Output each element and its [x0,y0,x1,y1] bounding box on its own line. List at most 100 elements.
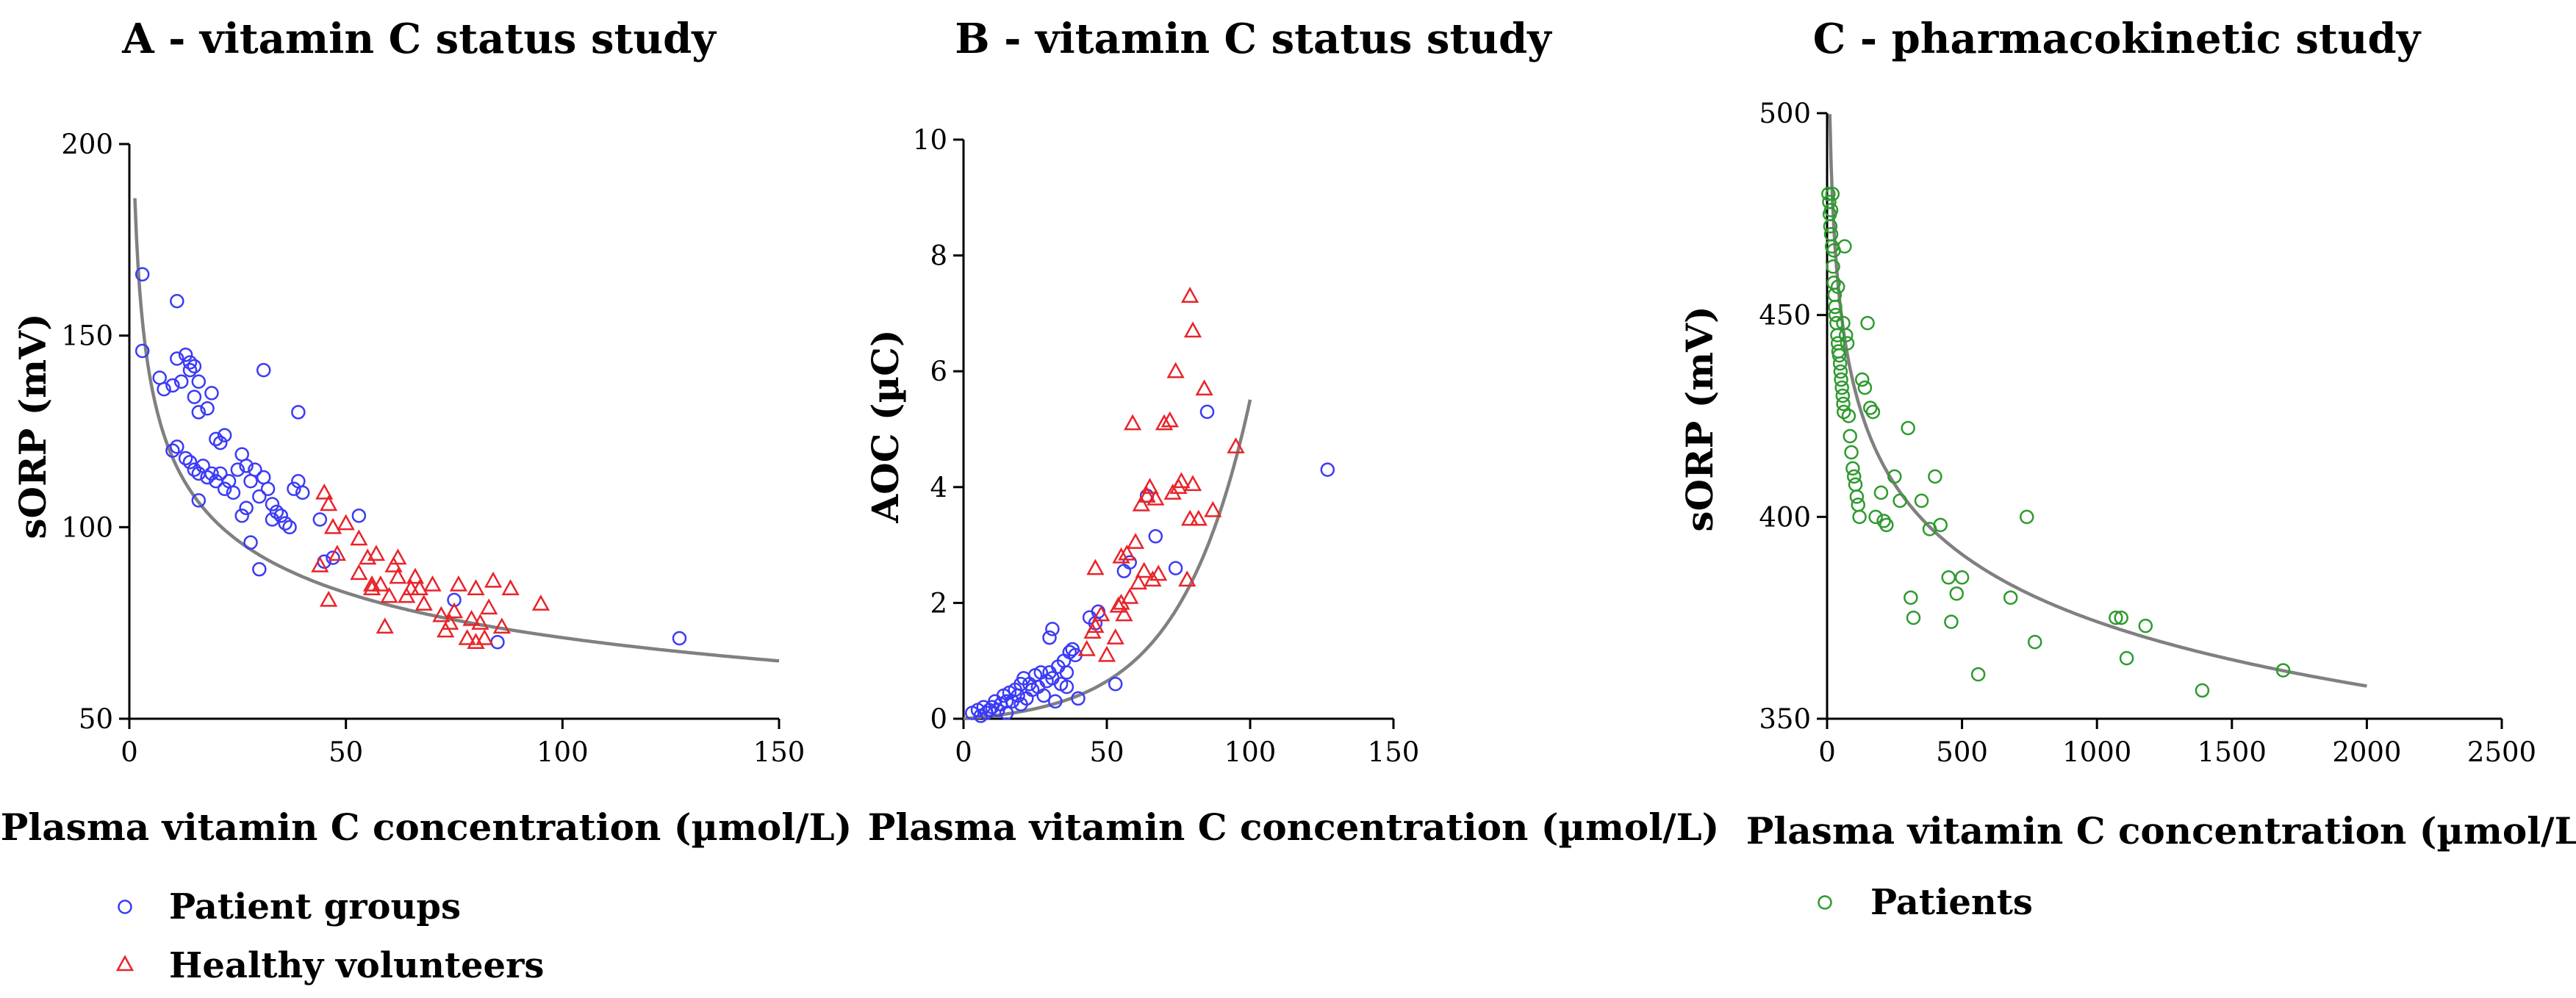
data-point [471,614,489,630]
data-point [134,267,150,282]
x-tick-label: 0 [1818,736,1836,768]
data-point [1825,187,1840,201]
x-tick-label: 100 [537,736,589,768]
fit-curve [1828,114,2367,688]
data-point [531,595,550,611]
data-point [1195,379,1213,396]
x-tick-label: 2000 [2332,736,2401,768]
data-point [398,586,416,603]
data-point [1906,610,1921,625]
data-point [1843,428,1857,444]
data-point [191,374,207,389]
legend-item-patient-groups: Patient groups [118,886,461,927]
legend-marker-triangle [115,955,134,972]
data-point [371,575,390,592]
data-point [672,631,687,646]
data-point [1901,420,1915,436]
data-point [1848,477,1863,492]
data-point [1183,475,1202,492]
data-point [239,459,254,473]
y-tick-label: 4 [930,472,947,503]
data-point [134,343,150,359]
data-point [1132,495,1150,511]
data-point [173,374,189,389]
data-point [1826,259,1840,274]
data-point [243,535,258,550]
data-point [252,561,267,577]
data-point [1071,691,1086,706]
data-point [1180,287,1199,304]
data-point [1168,561,1183,575]
data-point [1845,461,1860,476]
data-point [213,435,228,450]
x-tick-label: 50 [1089,736,1124,768]
data-point [350,529,368,546]
legend-marker-circle [118,900,132,914]
data-point [1823,203,1839,218]
data-point [1829,307,1843,323]
data-point [1832,356,1848,371]
data-point [384,556,403,572]
data-point [1844,445,1859,460]
y-tick-label: 100 [61,511,113,543]
data-point [1970,667,1986,682]
data-point [440,614,459,630]
data-point [200,470,215,485]
data-point [165,378,180,393]
data-point [1879,517,1894,533]
data-point [1830,279,1845,294]
data-point [1204,500,1222,517]
x-tick-label: 100 [1224,736,1277,768]
data-point [367,545,386,561]
panel-b-title: B - vitamin C status study [955,15,1552,63]
data-point [278,516,293,531]
data-point [1892,493,1907,509]
data-point [1092,605,1111,622]
data-point [178,347,193,362]
data-point [999,706,1014,720]
data-point [2119,650,2134,666]
y-tick-label: 350 [1759,703,1811,735]
data-point [291,405,306,420]
data-point [187,359,202,374]
x-tick-label: 1000 [2062,736,2131,768]
data-point [1840,336,1855,351]
legend-item-patients: Patients [1818,882,2033,923]
data-point [1944,614,1959,629]
data-point [2114,610,2128,625]
y-tick-label: 150 [61,320,113,352]
data-point [1042,630,1057,645]
data-point [315,483,334,500]
data-point [1834,372,1848,387]
data-point [492,617,511,634]
data-point [1904,590,1918,605]
data-point [1108,676,1123,692]
data-point [182,454,198,470]
panel-c: C - pharmacokinetic study Plasma vitamin… [1678,15,2576,923]
y-tick-label: 50 [79,703,113,735]
data-point [239,500,254,516]
data-point [389,548,407,565]
data-point [323,517,342,534]
data-point [1036,688,1051,703]
data-point [1126,533,1145,549]
data-point [1135,561,1153,578]
data-point [1833,364,1848,379]
data-point [1172,472,1191,489]
data-point [328,545,347,561]
panel-a-y-axis-label: sORP (mV) [11,313,54,539]
data-point [1121,587,1139,604]
data-point [204,466,219,481]
data-point [1163,484,1182,500]
y-tick-label: 200 [61,129,113,160]
data-point [337,514,355,531]
data-point [1836,396,1851,412]
data-point [2027,634,2042,650]
panel-a-legend: Patient groups Healthy volunteers [115,886,544,986]
data-point [1854,372,1870,387]
x-tick-label: 500 [1936,736,1988,768]
data-point [217,481,232,496]
panel-a-x-axis-label: Plasma vitamin C concentration (µmol/L) [1,805,853,849]
x-tick-label: 50 [329,736,363,768]
